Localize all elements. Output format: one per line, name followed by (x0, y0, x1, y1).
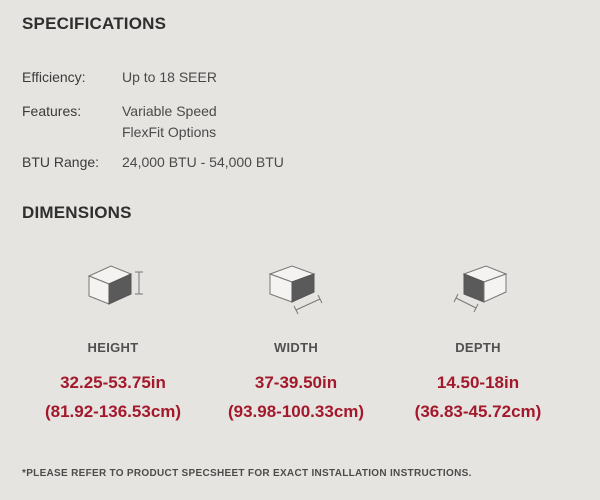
dim-label-depth: DEPTH (455, 340, 501, 355)
height-cube-icon (87, 265, 143, 305)
spec-label-btu-range: BTU Range: (22, 154, 100, 170)
spec-value-feature-1: Variable Speed (122, 103, 217, 119)
dimension-height: HEIGHT 32.25-53.75in (81.92-136.53cm) (13, 258, 213, 426)
spec-label-features: Features: (22, 103, 82, 119)
spec-value-feature-2: FlexFit Options (122, 124, 217, 140)
dimension-width: WIDTH 37-39.50in (93.98-100.33cm) (196, 258, 396, 426)
spec-row-features: Features: Variable Speed FlexFit Options (22, 101, 582, 143)
spec-values-features: Variable Speed FlexFit Options (122, 101, 217, 143)
spec-label-efficiency: Efficiency: (22, 69, 86, 85)
width-cube-icon (268, 265, 323, 315)
dim-metric-height: (81.92-136.53cm) (44, 402, 182, 421)
dim-metric-width: (93.98-100.33cm) (227, 402, 365, 421)
dim-value-height: 32.25-53.75in (60, 373, 166, 392)
installation-footnote: *PLEASE REFER TO PRODUCT SPECSHEET FOR E… (22, 468, 472, 479)
specifications-title: SPECIFICATIONS (22, 14, 167, 33)
dim-value-width: 37-39.50in (254, 373, 338, 392)
spec-value-btu-range: 24,000 BTU - 54,000 BTU (122, 154, 284, 170)
dim-label-width: WIDTH (273, 340, 319, 355)
dim-metric-depth: (36.83-45.72cm) (414, 402, 542, 421)
depth-cube-icon (453, 265, 508, 313)
spec-row-btu-range: BTU Range: 24,000 BTU - 54,000 BTU (22, 152, 582, 173)
dim-label-height: HEIGHT (87, 340, 139, 355)
spec-row-efficiency: Efficiency: Up to 18 SEER (22, 67, 582, 88)
spec-value-efficiency: Up to 18 SEER (122, 69, 217, 85)
dim-value-depth: 14.50-18in (436, 373, 520, 392)
dimension-depth: DEPTH 14.50-18in (36.83-45.72cm) (378, 258, 578, 426)
dimensions-title: DIMENSIONS (22, 203, 132, 222)
